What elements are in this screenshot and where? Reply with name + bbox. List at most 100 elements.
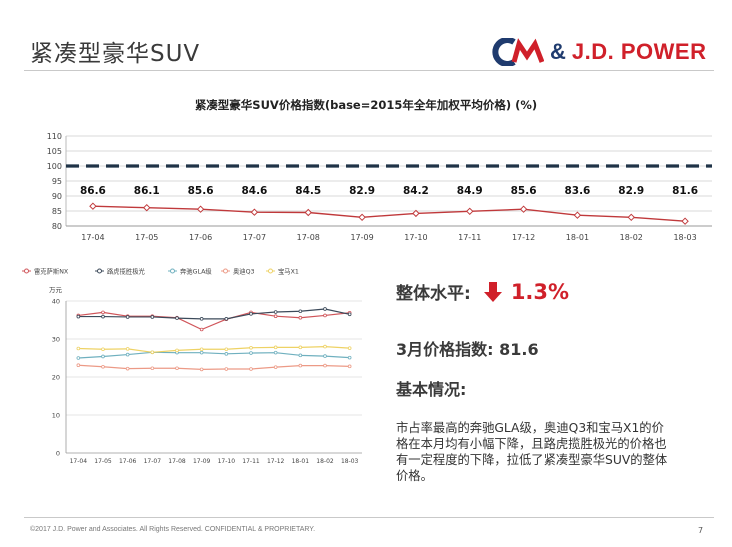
logo-ampersand: & [550, 39, 566, 64]
index-point [89, 202, 97, 210]
y-tick-label: 110 [47, 132, 62, 141]
x-tick-label: 18-02 [620, 233, 643, 242]
series-point [298, 309, 303, 314]
legend-marker [24, 268, 29, 274]
series-line [78, 364, 350, 370]
series-point [199, 367, 204, 372]
index-data-label: 84.9 [457, 185, 483, 197]
series-point [175, 366, 179, 371]
index-chart-title: 紧凑型豪华SUV价格指数(base=2015年全年加权平均价格) (%) [194, 98, 538, 112]
x-tick-label: 17-09 [193, 458, 211, 465]
legend-marker [170, 268, 175, 274]
x-tick-label: 17-11 [458, 233, 481, 242]
series-point [125, 315, 130, 319]
index-point [466, 207, 474, 216]
series-point [101, 314, 105, 319]
series-point [249, 312, 253, 316]
y-tick-label: 10 [52, 412, 60, 420]
y-tick-label: 85 [52, 207, 62, 216]
x-tick-label: 18-01 [292, 458, 310, 465]
index-data-label: 86.1 [134, 185, 160, 197]
x-tick-label: 17-08 [168, 458, 186, 465]
series-line [78, 308, 350, 320]
x-tick-label: 17-04 [70, 458, 88, 465]
index-data-label: 82.9 [349, 185, 375, 197]
x-tick-label: 17-10 [404, 233, 427, 242]
series-point [323, 344, 327, 349]
series-point [199, 350, 204, 355]
y-tick-label: 0 [56, 450, 60, 458]
legend-marker [268, 268, 273, 274]
series-point [101, 354, 105, 359]
x-tick-label: 18-03 [673, 233, 696, 242]
series-point [273, 345, 278, 350]
index-point [681, 217, 689, 225]
series-point [347, 346, 352, 350]
series-point [224, 352, 229, 356]
x-tick-label: 18-02 [316, 458, 334, 465]
series-point [323, 313, 327, 318]
series-point [199, 317, 204, 321]
y-tick-label: 80 [52, 222, 62, 231]
series-point [323, 307, 327, 311]
x-tick-label: 17-07 [144, 458, 162, 465]
x-tick-label: 17-05 [94, 458, 112, 465]
overall-level: 整体水平: 1.3% [396, 279, 569, 305]
y-tick-label: 20 [52, 374, 60, 382]
series-point [175, 316, 179, 320]
x-tick-label: 17-12 [267, 458, 285, 465]
x-tick-label: 17-07 [243, 233, 266, 242]
x-tick-label: 18-03 [341, 458, 359, 465]
model-price-chart: 雷克萨斯NX 路虎揽胜极光 奔驰GLA级 奥迪Q3 宝马X1 万元 0 10 20 30 40 17-… [22, 267, 362, 465]
y-axis-unit: 万元 [49, 286, 63, 294]
basic-label: 基本情况: [396, 380, 467, 399]
series-line [78, 346, 350, 353]
series-point [298, 315, 303, 320]
index-data-label: 83.6 [564, 185, 590, 197]
overall-label: 整体水平: [396, 284, 471, 304]
index-point [573, 211, 582, 219]
series-point [273, 365, 278, 369]
series-point [298, 353, 303, 358]
x-tick-label: 17-12 [512, 233, 535, 242]
y-tick-label: 100 [47, 162, 62, 171]
series-point [150, 315, 155, 319]
legend-entry: 奥迪Q3 [233, 267, 255, 276]
footer-divider [24, 517, 714, 518]
index-data-label: 85.6 [511, 185, 537, 197]
x-tick-label: 17-06 [119, 458, 137, 465]
down-arrow-icon [483, 281, 502, 302]
series-line [78, 351, 350, 359]
series-point [347, 355, 352, 360]
y-tick-label: 30 [52, 336, 60, 344]
legend-marker [223, 268, 228, 274]
series-point [76, 314, 81, 319]
series-point [224, 347, 229, 352]
series-point [101, 364, 105, 369]
legend-entry: 雷克萨斯NX [34, 267, 69, 276]
legend-entry: 奔驰GLA级 [180, 267, 212, 276]
series-point [249, 367, 253, 371]
index-point [250, 208, 259, 216]
series-point [224, 367, 229, 371]
series-point [323, 354, 327, 358]
series-point [199, 327, 204, 332]
index-data-label: 81.6 [672, 185, 698, 197]
series-point [150, 350, 155, 355]
index-data-label: 84.5 [295, 185, 321, 197]
series-point [298, 363, 303, 368]
slide-title: 紧凑型豪华SUV [30, 41, 201, 67]
series-point [249, 351, 253, 355]
y-tick-label: 90 [52, 192, 62, 201]
series-point [298, 345, 303, 350]
index-point [627, 213, 635, 222]
series-point [249, 345, 253, 350]
series-point [273, 350, 278, 355]
series-point [175, 348, 179, 353]
x-tick-label: 18-01 [566, 233, 589, 242]
series-line [78, 311, 350, 331]
index-data-label: 84.6 [241, 185, 267, 197]
series-point [125, 347, 130, 351]
index-data-label: 85.6 [188, 185, 214, 197]
series-point [76, 363, 81, 368]
